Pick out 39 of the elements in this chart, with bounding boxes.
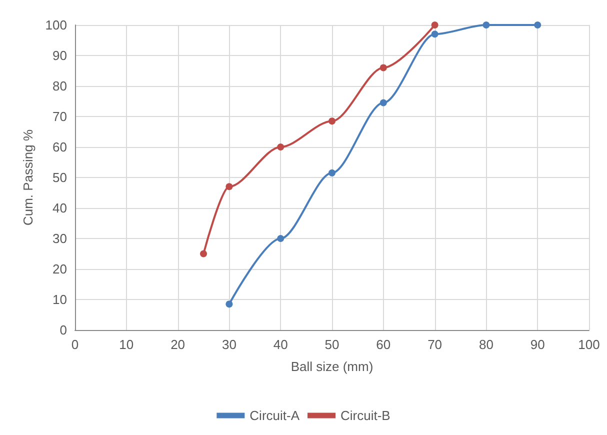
x-tick-label: 60: [376, 337, 391, 352]
x-tick-label: 50: [324, 337, 340, 352]
x-tick-label: 30: [222, 337, 236, 352]
y-tick-label: 60: [52, 140, 67, 154]
y-tick-label: 30: [52, 231, 67, 246]
y-tick-label: 40: [52, 200, 67, 216]
point: [277, 144, 284, 150]
point: [431, 22, 438, 28]
point: [226, 300, 233, 308]
point: [200, 250, 207, 258]
point: [328, 169, 336, 176]
point: [431, 30, 438, 38]
x-tick-label: 70: [428, 337, 442, 352]
point: [380, 99, 387, 106]
point: [380, 64, 387, 72]
x-tick-label: 10: [119, 337, 134, 352]
y-tick-label: 90: [52, 48, 67, 63]
y-tick-label: 0: [60, 322, 67, 338]
y-tick-label: 70: [52, 109, 67, 124]
y-axis-title: Cum. Passing %: [20, 129, 36, 226]
point: [534, 22, 542, 28]
x-axis-title: Ball size (mm): [290, 359, 374, 374]
x-tick-label: 90: [530, 337, 545, 352]
y-tick-label: 80: [52, 78, 67, 94]
point: [328, 118, 336, 125]
point: [482, 22, 490, 28]
x-tick-label: 100: [578, 337, 600, 352]
legend-label: Circuit-B: [340, 408, 390, 423]
x-tick-label: 80: [478, 337, 494, 352]
x-tick-label: 40: [273, 337, 288, 352]
y-tick-label: 50: [52, 170, 67, 185]
y-tick-label: 100: [45, 18, 67, 32]
y-tick-label: 10: [52, 292, 67, 307]
x-tick-label: 0: [71, 337, 79, 352]
y-tick-label: 20: [52, 262, 67, 276]
point: [226, 183, 233, 190]
x-tick-label: 20: [170, 337, 186, 352]
legend-label: Circuit-A: [250, 408, 300, 423]
point: [277, 235, 284, 242]
